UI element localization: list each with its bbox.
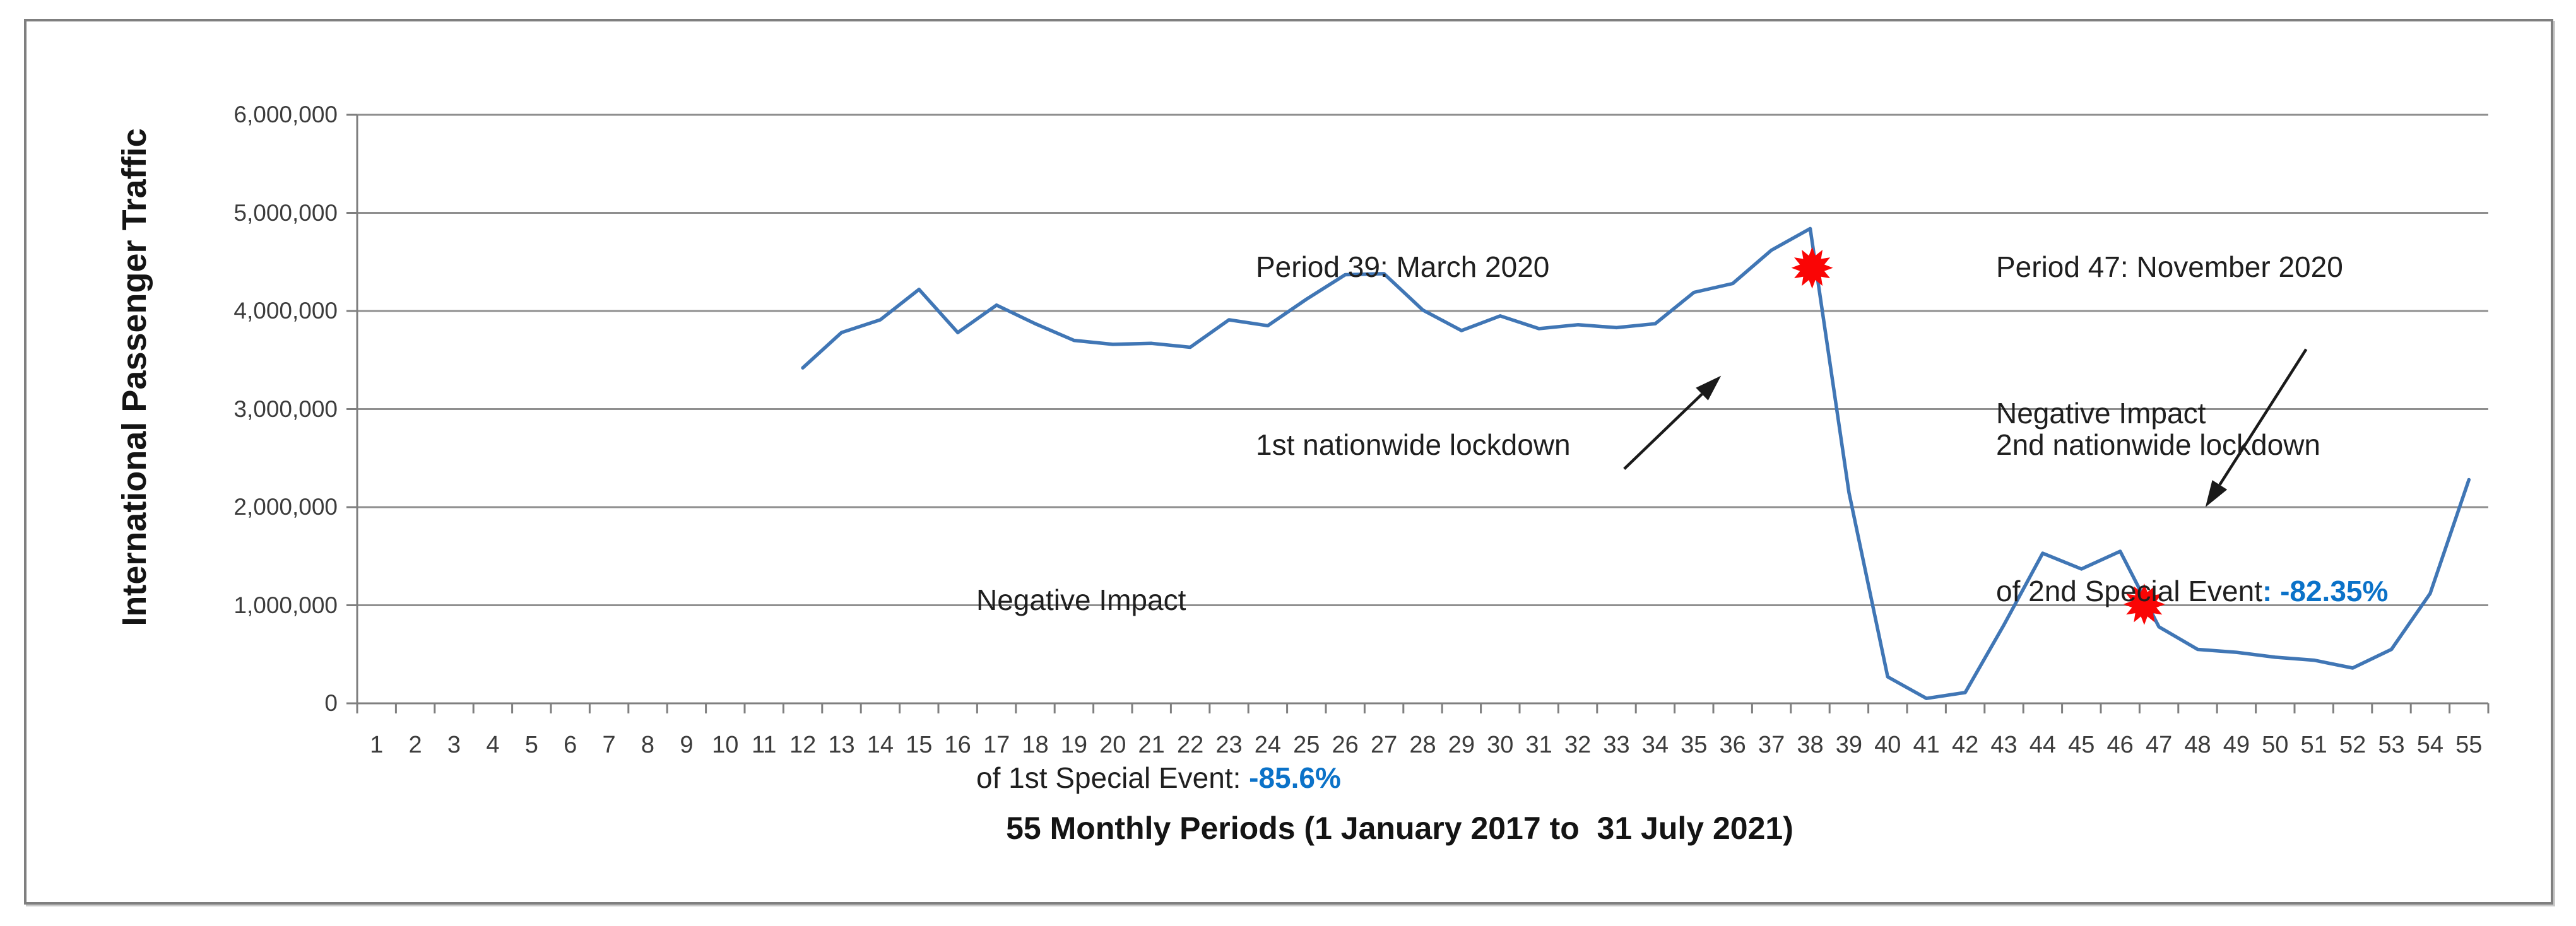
x-tick-label: 19 (1060, 732, 1088, 758)
annotation-period-39-line1: Period 39: March 2020 (1256, 250, 1550, 283)
x-tick-label: 47 (2145, 732, 2173, 758)
x-tick-label: 50 (2262, 732, 2289, 758)
figure-border (24, 19, 2553, 905)
annotation-period-47-line2: 2nd nationwide lockdown (1996, 428, 2321, 461)
y-tick-label: 0 (324, 690, 338, 716)
x-tick-label: 11 (751, 732, 777, 758)
x-tick-label: 4 (486, 732, 500, 758)
x-tick-label: 55 (2455, 732, 2483, 758)
annotation-impact-2-line1: Negative Impact (1996, 397, 2206, 430)
traffic-line-series (801, 226, 2471, 700)
x-tick-label: 49 (2223, 732, 2250, 758)
x-tick-label: 2 (408, 732, 422, 758)
annotation-impact-2nd-event: Negative Impact of 2nd Special Event: -8… (1996, 265, 2388, 739)
x-tick-label: 40 (1874, 732, 1901, 758)
x-tick-label: 51 (2300, 732, 2327, 758)
x-tick-label: 9 (680, 732, 694, 758)
arrow-to-2nd-event-head (2205, 480, 2228, 507)
x-tick-label: 26 (1332, 732, 1359, 758)
x-tick-label: 29 (1448, 732, 1475, 758)
annotation-impact-1-line1: Negative Impact (976, 583, 1186, 616)
x-tick-label: 53 (2378, 732, 2405, 758)
x-tick-label: 41 (1913, 732, 1940, 758)
x-tick-label: 28 (1409, 732, 1436, 758)
y-tick-label: 3,000,000 (233, 396, 338, 422)
x-tick-label: 35 (1681, 732, 1708, 758)
y-tick-label: 2,000,000 (233, 494, 338, 520)
impact-2-prefix: of 2nd Special Event (1996, 575, 2262, 607)
special-event-2-marker (2123, 583, 2165, 625)
arrow-to-1st-event-head (1696, 375, 1722, 401)
annotation-period-39: Period 39: March 2020 1st nationwide loc… (1256, 119, 1571, 593)
x-tick-label: 7 (602, 732, 616, 758)
x-tick-label: 31 (1525, 732, 1552, 758)
x-tick-label: 52 (2339, 732, 2366, 758)
x-tick-label: 13 (828, 732, 855, 758)
x-tick-label: 12 (789, 732, 817, 758)
annotation-period-47: Period 47: November 2020 2nd nationwide … (1996, 119, 2343, 593)
x-tick-label: 25 (1293, 732, 1320, 758)
annotation-impact-1-line2: of 1st Special Event: -85.6% (976, 748, 1341, 807)
x-tick-label: 14 (866, 732, 894, 758)
x-tick-label: 15 (906, 732, 933, 758)
annotation-impact-1st-event: Negative Impact of 1st Special Event: -8… (976, 452, 1341, 926)
x-tick-label: 6 (564, 732, 577, 758)
x-tick-label: 18 (1022, 732, 1049, 758)
x-tick-label: 17 (983, 732, 1010, 758)
annotation-impact-2-line2: of 2nd Special Event: -82.35% (1996, 561, 2388, 621)
x-tick-label: 3 (447, 732, 461, 758)
y-axis-title: International Passenger Traffic (115, 128, 153, 626)
y-tick-label: 5,000,000 (233, 199, 338, 226)
x-tick-label: 48 (2184, 732, 2211, 758)
x-tick-label: 5 (524, 732, 538, 758)
x-tick-label: 23 (1215, 732, 1243, 758)
special-event-1-marker (1791, 247, 1833, 289)
x-tick-label: 1 (370, 732, 384, 758)
x-tick-label: 16 (944, 732, 971, 758)
x-tick-label: 44 (2029, 732, 2057, 758)
x-tick-label: 20 (1099, 732, 1126, 758)
x-tick-label: 34 (1641, 732, 1669, 758)
x-tick-label: 30 (1487, 732, 1514, 758)
y-tick-label: 1,000,000 (233, 592, 338, 618)
impact-2-percentage: -82.35% (2280, 575, 2389, 607)
x-tick-label: 22 (1176, 732, 1204, 758)
x-tick-label: 46 (2106, 732, 2134, 758)
x-tick-label: 27 (1370, 732, 1398, 758)
x-tick-label: 36 (1719, 732, 1746, 758)
impact-1-prefix: of 1st Special Event: (976, 761, 1250, 794)
x-tick-label: 38 (1797, 732, 1824, 758)
x-tick-label: 42 (1951, 732, 1979, 758)
x-tick-label: 24 (1254, 732, 1282, 758)
arrow-to-2nd-event-shaft (2218, 348, 2308, 486)
x-axis-title: 55 Monthly Periods (1 January 2017 to 31… (1006, 811, 1793, 846)
arrow-to-1st-event-shaft (1623, 393, 1703, 470)
x-tick-label: 32 (1564, 732, 1592, 758)
x-tick-label: 8 (641, 732, 655, 758)
annotation-period-47-line1: Period 47: November 2020 (1996, 250, 2343, 283)
x-tick-label: 10 (712, 732, 739, 758)
x-tick-label: 39 (1835, 732, 1863, 758)
x-tick-label: 45 (2068, 732, 2095, 758)
x-tick-label: 33 (1603, 732, 1630, 758)
y-tick-label: 6,000,000 (233, 102, 338, 127)
x-tick-label: 37 (1758, 732, 1785, 758)
impact-2-colon: : (2262, 575, 2281, 607)
impact-1-percentage: -85.6% (1249, 761, 1341, 794)
x-tick-label: 21 (1138, 732, 1165, 758)
annotation-period-39-line2: 1st nationwide lockdown (1256, 428, 1571, 461)
y-tick-label: 4,000,000 (233, 298, 338, 324)
x-tick-label: 43 (1990, 732, 2018, 758)
x-tick-label: 54 (2416, 732, 2444, 758)
